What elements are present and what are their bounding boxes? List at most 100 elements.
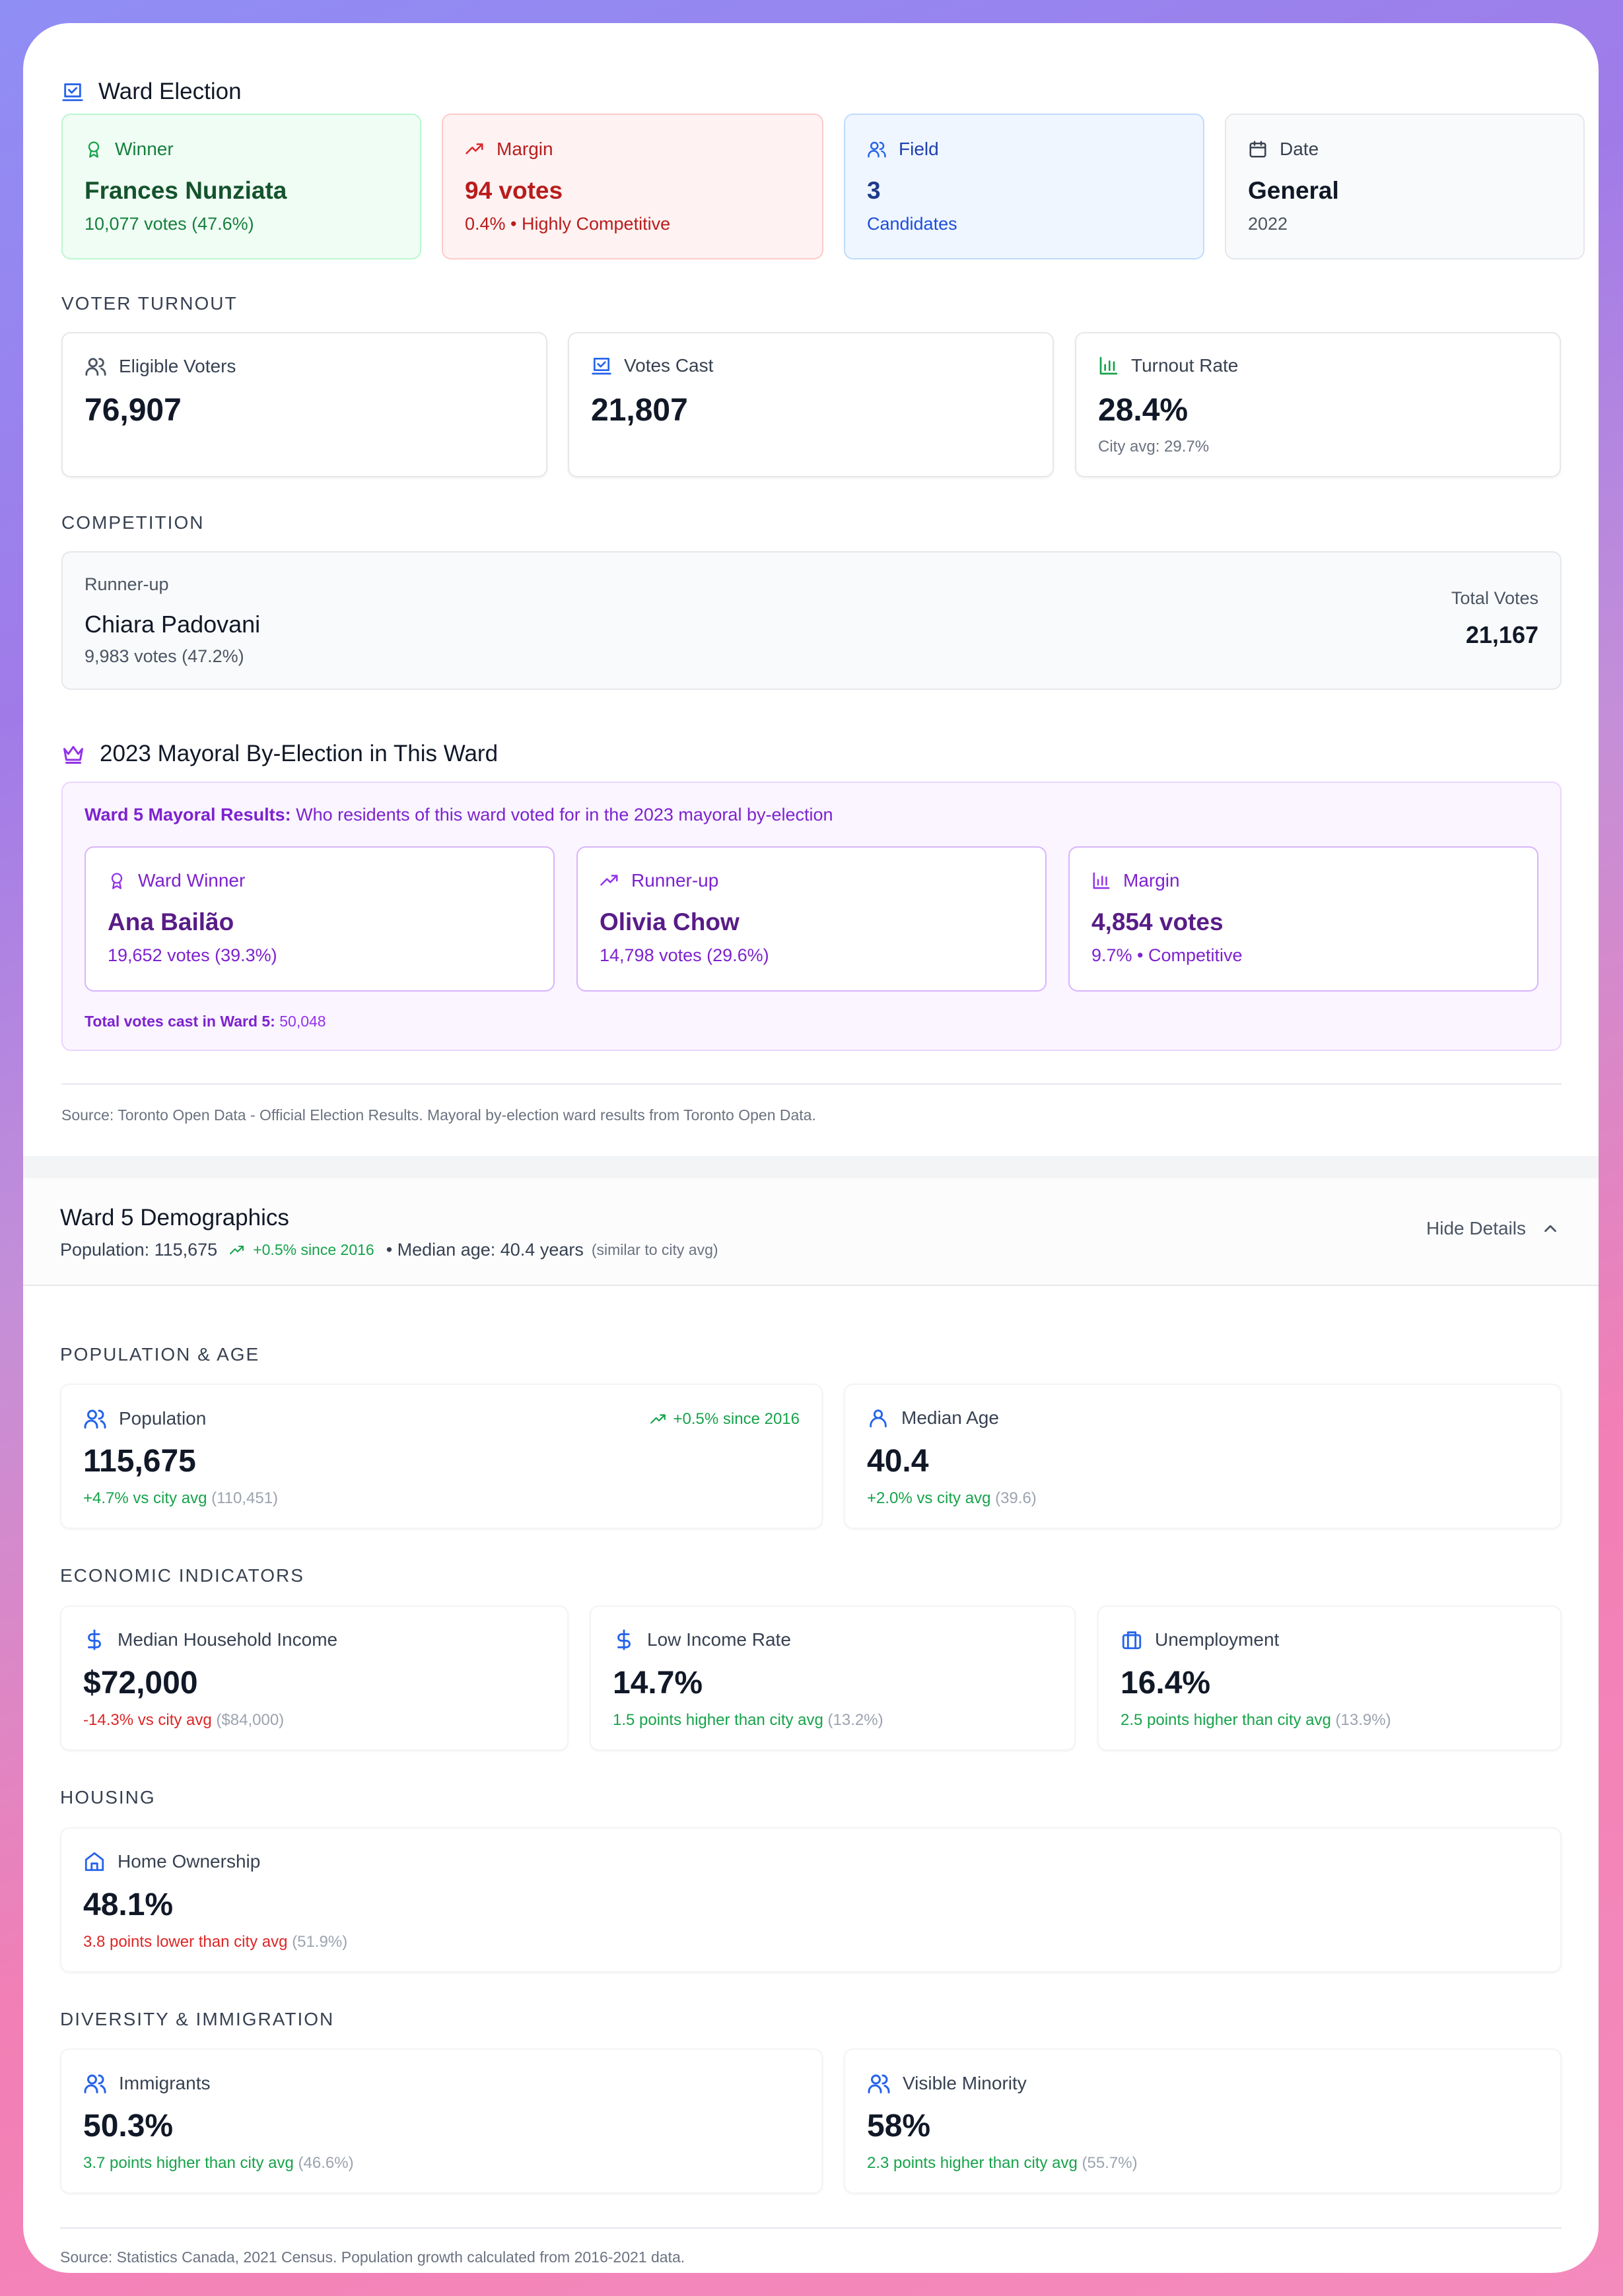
low-income-comparison: 1.5 points higher than city avg (13.2%) [613,1711,883,1730]
turnout-rate-value: 28.4% [1098,393,1189,428]
eligible-label: Eligible Voters [119,356,236,376]
mayoral-total-label: Total votes cast in Ward 5: [85,1013,275,1030]
main-card: Ward Election Winner Frances Nunziata 10… [23,23,1599,2273]
field-detail: Candidates [867,214,957,234]
immigrants-avg: (46.6%) [298,2154,354,2172]
user-icon [867,1407,889,1429]
users-icon [85,355,107,378]
field-value: 3 [867,177,881,204]
demographics-summary: Population: 115,675 +0.5% since 2016 • M… [60,1240,718,1260]
vote-box-icon [591,355,612,376]
demographics-header[interactable]: Ward 5 Demographics Population: 115,675 … [23,1178,1599,1286]
dollar-icon [83,1629,106,1651]
visible-minority-value: 58% [867,2109,931,2144]
mayoral-margin-value: 4,854 votes [1091,908,1224,935]
chevron-up-icon [1540,1219,1560,1238]
winner-name: Frances Nunziata [85,177,287,204]
runner-up-name: Chiara Padovani [85,611,261,638]
unemployment-comparison: 2.5 points higher than city avg (13.9%) [1121,1711,1391,1730]
demographics-source: Source: Statistics Canada, 2021 Census. … [60,2248,685,2266]
home-ownership-value: 48.1% [83,1887,174,1922]
mayoral-runner-name: Olivia Chow [600,908,740,935]
competition-heading: COMPETITION [61,512,205,533]
population-comparison: +4.7% vs city avg (110,451) [83,1489,278,1508]
users-icon [83,2072,107,2095]
immigrants-card: Immigrants 50.3% 3.7 points higher than … [60,2048,823,2194]
median-age-cmp: +2.0% vs city avg [867,1489,991,1507]
visible-minority-comparison: 2.3 points higher than city avg (55.7%) [867,2154,1138,2173]
vote-box-icon [61,81,84,103]
field-label: Field [899,139,939,159]
housing-heading: HOUSING [60,1787,156,1807]
visible-minority-label: Visible Minority [903,2073,1027,2093]
competition-card: Runner-up Chiara Padovani 9,983 votes (4… [61,551,1562,690]
immigrants-label: Immigrants [119,2073,211,2093]
mayoral-margin-detail: 9.7% • Competitive [1091,945,1243,965]
calendar-icon [1248,139,1268,159]
immigrants-comparison: 3.7 points higher than city avg (46.6%) [83,2154,354,2173]
visible-minority-cmp: 2.3 points higher than city avg [867,2154,1078,2172]
population-cmp: +4.7% vs city avg [83,1489,207,1507]
votes-cast-card: Votes Cast 21,807 [568,332,1054,477]
demographics-title: Ward 5 Demographics [60,1205,289,1231]
population-growth-text: +0.5% since 2016 [673,1410,800,1428]
mayoral-runner-votes: 14,798 votes (29.6%) [600,945,769,965]
mayoral-intro-bold: Ward 5 Mayoral Results: [85,805,291,825]
runner-up-label: Runner-up [85,574,169,594]
hide-details-button[interactable]: Hide Details [1426,1218,1560,1239]
trending-up-icon [600,871,619,891]
economic-heading: ECONOMIC INDICATORS [60,1565,304,1586]
turnout-city-avg: City avg: 29.7% [1098,438,1210,456]
summary-median-age: • Median age: 40.4 years [386,1240,584,1260]
diversity-heading: DIVERSITY & IMMIGRATION [60,2009,335,2029]
date-value: General [1248,177,1339,204]
award-icon [108,871,126,890]
unemployment-value: 16.4% [1121,1666,1211,1701]
winner-card: Winner Frances Nunziata 10,077 votes (47… [61,114,421,259]
mayoral-runner-card: Runner-up Olivia Chow 14,798 votes (29.6… [576,846,1047,992]
users-icon [867,139,887,159]
mayoral-margin-card: Margin 4,854 votes 9.7% • Competitive [1068,846,1538,992]
population-age-heading: POPULATION & AGE [60,1344,260,1365]
income-avg: ($84,000) [216,1711,285,1729]
low-income-avg: (13.2%) [827,1711,883,1729]
population-label: Population [119,1408,207,1429]
bar-chart-icon [1091,871,1111,891]
home-ownership-cmp: 3.8 points lower than city avg [83,1933,288,1951]
election-section: Ward Election Winner Frances Nunziata 10… [23,23,1599,1156]
income-comparison: -14.3% vs city avg ($84,000) [83,1711,284,1730]
mayoral-intro-text: Who residents of this ward voted for in … [291,805,833,825]
immigrants-value: 50.3% [83,2109,174,2144]
users-icon [83,1407,107,1431]
median-age-label: Median Age [901,1407,999,1428]
margin-card: Margin 94 votes 0.4% • Highly Competitiv… [442,114,823,259]
immigrants-cmp: 3.7 points higher than city avg [83,2154,294,2172]
population-card: Population +0.5% since 2016 115,675 +4.7… [60,1384,823,1529]
unemployment-label: Unemployment [1155,1629,1280,1650]
median-age-card: Median Age 40.4 +2.0% vs city avg (39.6) [844,1384,1562,1529]
section-gap [23,1156,1599,1178]
summary-population: Population: 115,675 [60,1240,218,1260]
low-income-value: 14.7% [613,1666,703,1701]
population-value: 115,675 [83,1444,196,1479]
bar-chart-icon [1098,355,1119,376]
unemployment-card: Unemployment 16.4% 2.5 points higher tha… [1097,1605,1562,1751]
briefcase-icon [1121,1629,1143,1651]
median-age-avg: (39.6) [995,1489,1037,1507]
low-income-card: Low Income Rate 14.7% 1.5 points higher … [590,1605,1076,1751]
unemployment-avg: (13.9%) [1335,1711,1391,1729]
votes-cast-label: Votes Cast [624,355,714,376]
home-ownership-avg: (51.9%) [292,1933,348,1951]
date-card: Date General 2022 [1225,114,1585,259]
eligible-value: 76,907 [85,393,182,428]
demographics-divider [60,2227,1562,2229]
winner-label: Winner [115,139,174,159]
income-label: Median Household Income [118,1629,338,1650]
dollar-icon [613,1629,635,1651]
summary-age-note: (similar to city avg) [591,1241,718,1258]
mayoral-winner-label: Ward Winner [138,870,246,891]
demographics-section: Ward 5 Demographics Population: 115,675 … [23,1178,1599,2273]
mayoral-total: Total votes cast in Ward 5: 50,048 [85,1013,326,1030]
crown-icon [61,742,85,766]
mayoral-winner-votes: 19,652 votes (39.3%) [108,945,277,965]
